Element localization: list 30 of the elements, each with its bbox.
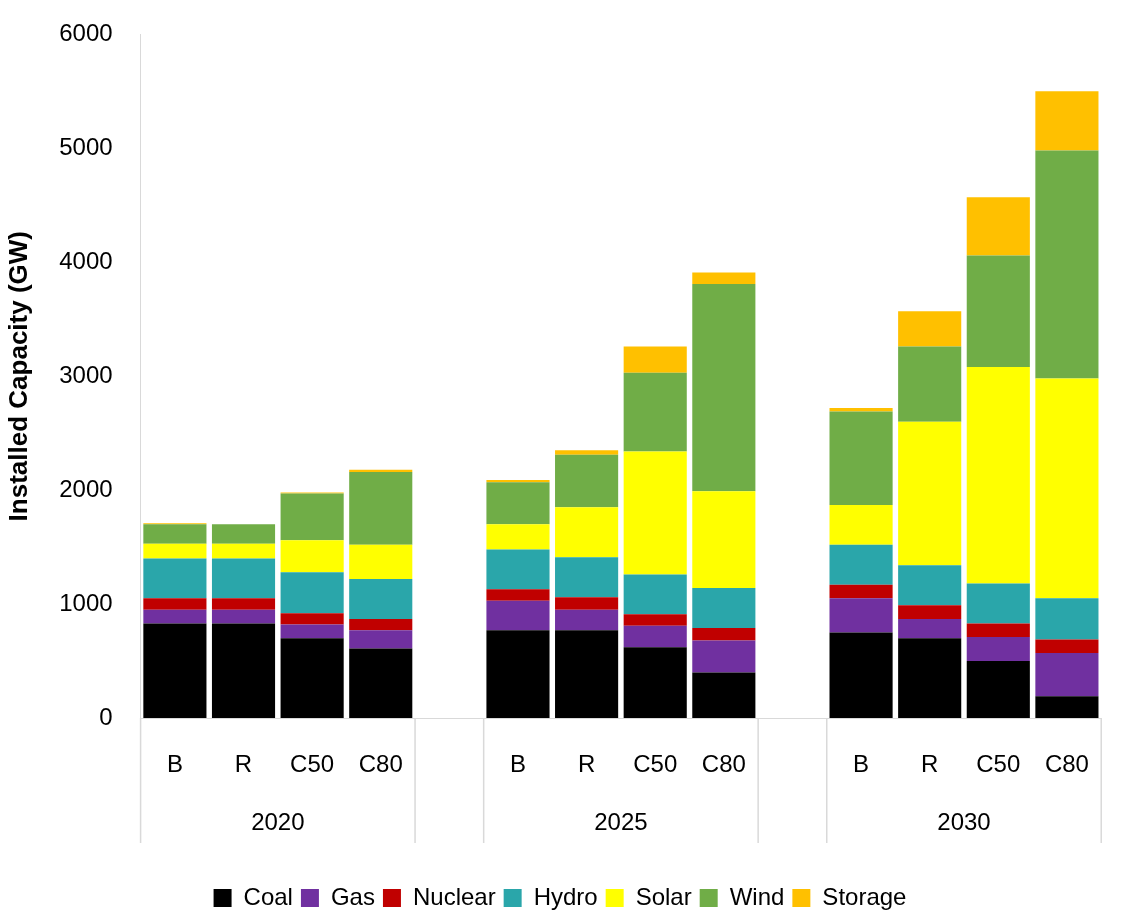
y-tick-label: 2000 (59, 474, 113, 502)
x-tick-label: C80 (1044, 750, 1089, 778)
x-tick-label: C80 (358, 750, 403, 778)
legend-label: Coal (243, 882, 293, 910)
y-tick-label: 4000 (59, 246, 113, 274)
y-tick-label: 6000 (59, 19, 113, 47)
text: 2030 (937, 807, 991, 835)
legend-label: Hydro (533, 882, 598, 910)
y-tick-label: 3000 (59, 360, 113, 388)
x-tick-label: R (577, 750, 596, 778)
x-tick-label: C50 (976, 750, 1021, 778)
x-tick-label: B (166, 750, 183, 778)
text: 2020 (251, 807, 305, 835)
legend-label: Solar (635, 882, 692, 910)
legend-label: Nuclear (412, 882, 496, 910)
legend-label: Gas (330, 882, 375, 910)
y-tick-label: 1000 (59, 588, 113, 616)
x-tick-label: C50 (290, 750, 335, 778)
text: 2025 (594, 807, 648, 835)
legend-label: Wind (729, 882, 785, 910)
x-tick-label: R (234, 750, 253, 778)
x-tick-label: B (853, 750, 870, 778)
legend-label: Storage (822, 882, 907, 910)
y-tick-label: 0 (99, 702, 113, 730)
x-tick-label: C80 (701, 750, 746, 778)
x-tick-label: C50 (633, 750, 678, 778)
y-axis-title: Installed Capacity (GW) (2, 231, 33, 522)
y-tick-label: 5000 (59, 132, 113, 160)
x-tick-label: B (509, 750, 526, 778)
x-tick-label: R (921, 750, 939, 778)
